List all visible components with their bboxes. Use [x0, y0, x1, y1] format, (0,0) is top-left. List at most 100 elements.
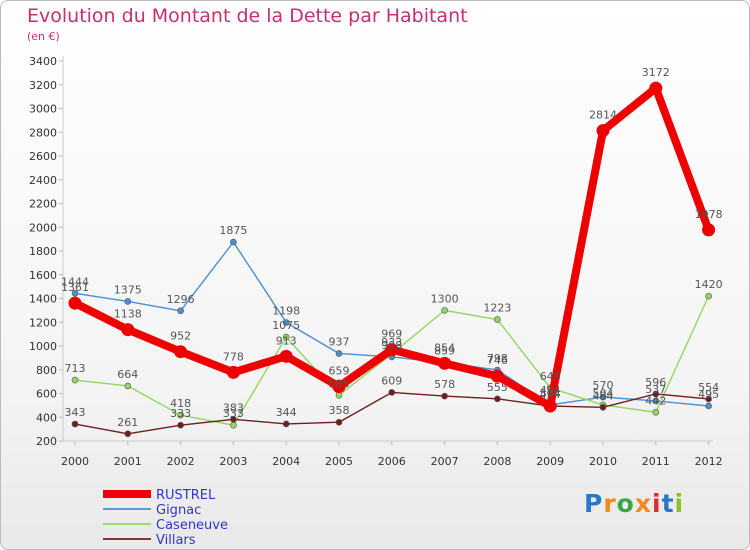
x-tick-label: 2010 — [589, 455, 617, 468]
data-label-gignac: 859 — [434, 345, 455, 358]
data-point-villars — [282, 420, 290, 428]
data-point-villars — [388, 389, 396, 396]
data-point-caseneuve — [230, 421, 237, 429]
data-label-gignac: 570 — [593, 379, 614, 392]
data-point-rustrel — [226, 365, 240, 379]
legend-label-caseneuve: Caseneuve — [156, 518, 228, 533]
legend-label-villars: Villars — [156, 533, 196, 548]
proxiti-logo: Proxiti — [584, 489, 684, 518]
data-label-gignac: 537 — [645, 383, 666, 396]
data-label-villars: 609 — [381, 374, 402, 387]
data-label-rustrel: 778 — [223, 350, 244, 363]
data-point-rustrel — [174, 345, 188, 359]
data-point-rustrel — [385, 343, 399, 357]
data-point-rustrel — [702, 223, 716, 237]
data-point-villars — [124, 430, 132, 438]
data-point-villars — [230, 415, 237, 423]
data-label-villars: 596 — [645, 376, 666, 389]
data-label-caseneuve: 1420 — [695, 278, 723, 291]
logo-letter: P — [584, 489, 604, 518]
data-point-gignac — [335, 350, 343, 357]
x-tick-label: 2007 — [431, 455, 459, 468]
data-point-gignac — [177, 307, 184, 315]
data-point-caseneuve — [335, 391, 343, 399]
data-label-caseneuve: 418 — [170, 397, 191, 410]
y-tick-label: 3000 — [29, 103, 57, 116]
data-label-caseneuve: 1223 — [483, 302, 511, 315]
y-tick-label: 2800 — [29, 126, 57, 139]
x-tick-label: 2002 — [167, 455, 195, 468]
data-point-rustrel — [543, 399, 557, 413]
data-point-caseneuve — [282, 333, 290, 341]
data-label-gignac: 495 — [698, 388, 719, 401]
chart-title: Evolution du Montant de la Dette par Hab… — [27, 5, 468, 27]
data-point-gignac — [282, 319, 290, 326]
data-label-caseneuve: 1075 — [272, 319, 300, 332]
y-tick-label: 1600 — [29, 269, 57, 282]
data-point-villars — [177, 421, 184, 429]
x-tick-label: 2005 — [325, 455, 353, 468]
data-point-gignac — [599, 393, 607, 401]
data-point-caseneuve — [652, 408, 660, 416]
chart-subtitle: (en €) — [27, 30, 60, 43]
data-label-rustrel: 1361 — [61, 281, 89, 294]
data-point-rustrel — [596, 124, 610, 138]
data-point-gignac — [705, 402, 712, 410]
x-tick-label: 2008 — [483, 455, 511, 468]
logo-letter: r — [603, 489, 617, 518]
data-label-caseneuve: 933 — [381, 336, 402, 349]
data-label-gignac: 1296 — [167, 293, 195, 306]
data-point-rustrel — [438, 356, 452, 370]
legend-label-gignac: Gignac — [156, 503, 201, 518]
data-point-villars — [599, 403, 607, 411]
data-label-caseneuve: 442 — [645, 394, 666, 407]
data-label-villars: 554 — [698, 381, 719, 394]
data-point-villars — [652, 390, 660, 398]
y-tick-label: 2400 — [29, 174, 57, 187]
data-label-caseneuve: 648 — [540, 370, 561, 383]
y-tick-label: 3400 — [29, 55, 57, 68]
x-tick-label: 2011 — [642, 455, 670, 468]
data-label-caseneuve: 1300 — [431, 292, 459, 305]
data-label-villars: 343 — [65, 406, 86, 419]
data-point-rustrel — [332, 379, 346, 393]
logo-letter: i — [674, 489, 685, 518]
y-tick-label: 1800 — [29, 245, 57, 258]
data-point-villars — [705, 395, 712, 403]
logo-letter: o — [616, 489, 635, 518]
data-label-gignac: 798 — [487, 352, 508, 365]
data-label-rustrel: 969 — [381, 328, 402, 341]
data-label-gignac: 937 — [329, 335, 350, 348]
legend-label-rustrel: RUSTREL — [156, 488, 216, 503]
y-tick-label: 3200 — [29, 79, 57, 92]
data-point-caseneuve — [441, 307, 448, 314]
data-point-villars — [335, 418, 343, 426]
x-tick-label: 2001 — [114, 455, 142, 468]
data-label-gignac: 1198 — [272, 304, 300, 317]
x-tick-label: 2004 — [272, 455, 300, 468]
data-label-rustrel: 494 — [540, 384, 561, 397]
y-tick-label: 1000 — [29, 340, 57, 353]
data-label-caseneuve: 664 — [117, 368, 138, 381]
y-tick-label: 1400 — [29, 293, 57, 306]
data-point-caseneuve — [177, 411, 184, 419]
y-tick-label: 1200 — [29, 316, 57, 329]
data-label-rustrel: 2814 — [589, 109, 617, 122]
data-point-rustrel — [649, 81, 663, 95]
data-label-caseneuve: 504 — [593, 387, 614, 400]
x-tick-label: 2012 — [695, 455, 723, 468]
data-label-villars: 578 — [434, 378, 455, 391]
y-tick-label: 200 — [36, 435, 57, 448]
data-point-gignac — [71, 289, 79, 297]
data-label-villars: 484 — [593, 389, 614, 402]
data-label-villars: 383 — [223, 401, 244, 414]
logo-letter: i — [652, 489, 662, 518]
y-tick-label: 2600 — [29, 150, 57, 163]
data-label-rustrel: 952 — [170, 330, 191, 343]
data-point-villars — [494, 395, 501, 403]
logo-letter: t — [661, 489, 675, 518]
data-label-rustrel: 1138 — [114, 308, 142, 321]
data-point-rustrel — [490, 369, 504, 383]
x-tick-label: 2003 — [219, 455, 247, 468]
